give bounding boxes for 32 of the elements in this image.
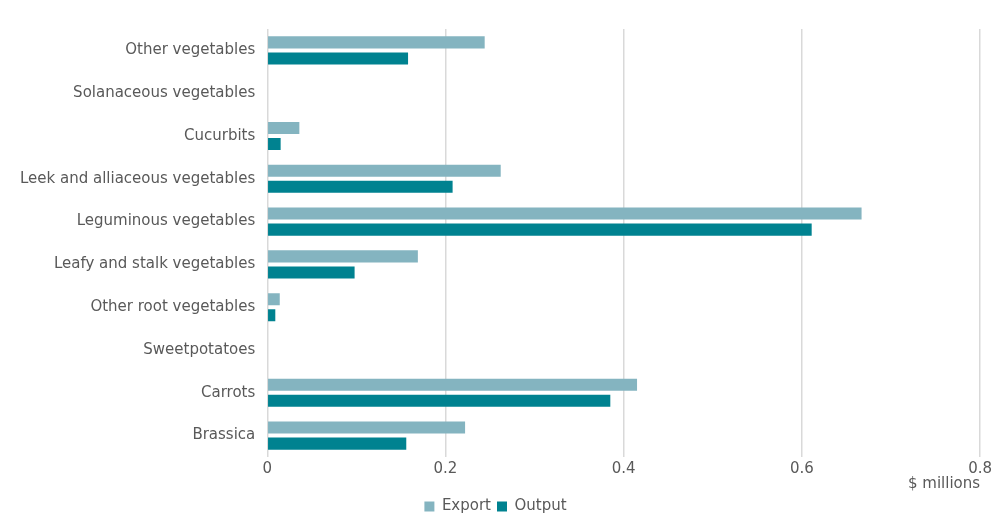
bar xyxy=(268,378,638,391)
y-tick-label: Leafy and stalk vegetables xyxy=(53,254,256,273)
bar xyxy=(268,394,611,407)
bar xyxy=(268,250,418,263)
y-tick-label: Other vegetables xyxy=(125,40,256,59)
x-tick-label: 0.6 xyxy=(789,458,814,477)
bar xyxy=(268,164,501,177)
bar xyxy=(268,309,276,322)
bar xyxy=(268,121,300,134)
bar xyxy=(268,36,485,49)
bar xyxy=(268,138,281,151)
y-tick-label: Cucurbits xyxy=(183,125,256,144)
bar xyxy=(268,421,466,434)
legend-label: Output xyxy=(514,496,567,515)
bar xyxy=(268,293,280,306)
y-tick-label: Sweetpotatoes xyxy=(143,339,256,358)
y-tick-label: Solanaceous vegetables xyxy=(73,83,256,102)
y-tick-label: Carrots xyxy=(201,382,256,401)
y-tick-label: Leguminous vegetables xyxy=(76,211,256,230)
bar xyxy=(268,207,862,220)
x-tick-label: 0.2 xyxy=(433,458,458,477)
legend-label: Export xyxy=(441,496,492,515)
bar xyxy=(268,52,409,65)
y-tick-label: Other root vegetables xyxy=(90,297,256,316)
y-tick-label: Brassica xyxy=(192,425,256,444)
bar xyxy=(268,223,812,236)
x-tick-label: 0 xyxy=(262,458,273,477)
y-tick-label: Leek and alliaceous vegetables xyxy=(19,168,256,187)
bar xyxy=(268,180,453,193)
bar xyxy=(268,437,407,450)
x-tick-label: 0.4 xyxy=(611,458,636,477)
bar xyxy=(268,266,355,279)
